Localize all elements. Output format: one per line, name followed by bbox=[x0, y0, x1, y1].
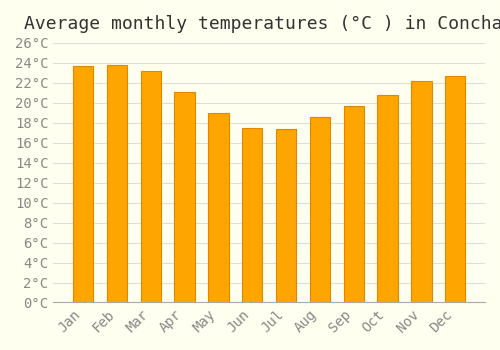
Bar bbox=[73, 66, 94, 302]
Bar bbox=[310, 117, 330, 302]
Bar bbox=[378, 95, 398, 302]
Bar bbox=[242, 128, 262, 302]
Bar bbox=[344, 106, 364, 302]
Bar bbox=[412, 81, 432, 302]
Bar bbox=[140, 71, 161, 302]
Title: Average monthly temperatures (°C ) in Conchas: Average monthly temperatures (°C ) in Co… bbox=[24, 15, 500, 33]
Bar bbox=[276, 129, 296, 302]
Bar bbox=[208, 113, 229, 302]
Bar bbox=[174, 92, 195, 302]
Bar bbox=[445, 76, 466, 302]
Bar bbox=[107, 65, 127, 302]
